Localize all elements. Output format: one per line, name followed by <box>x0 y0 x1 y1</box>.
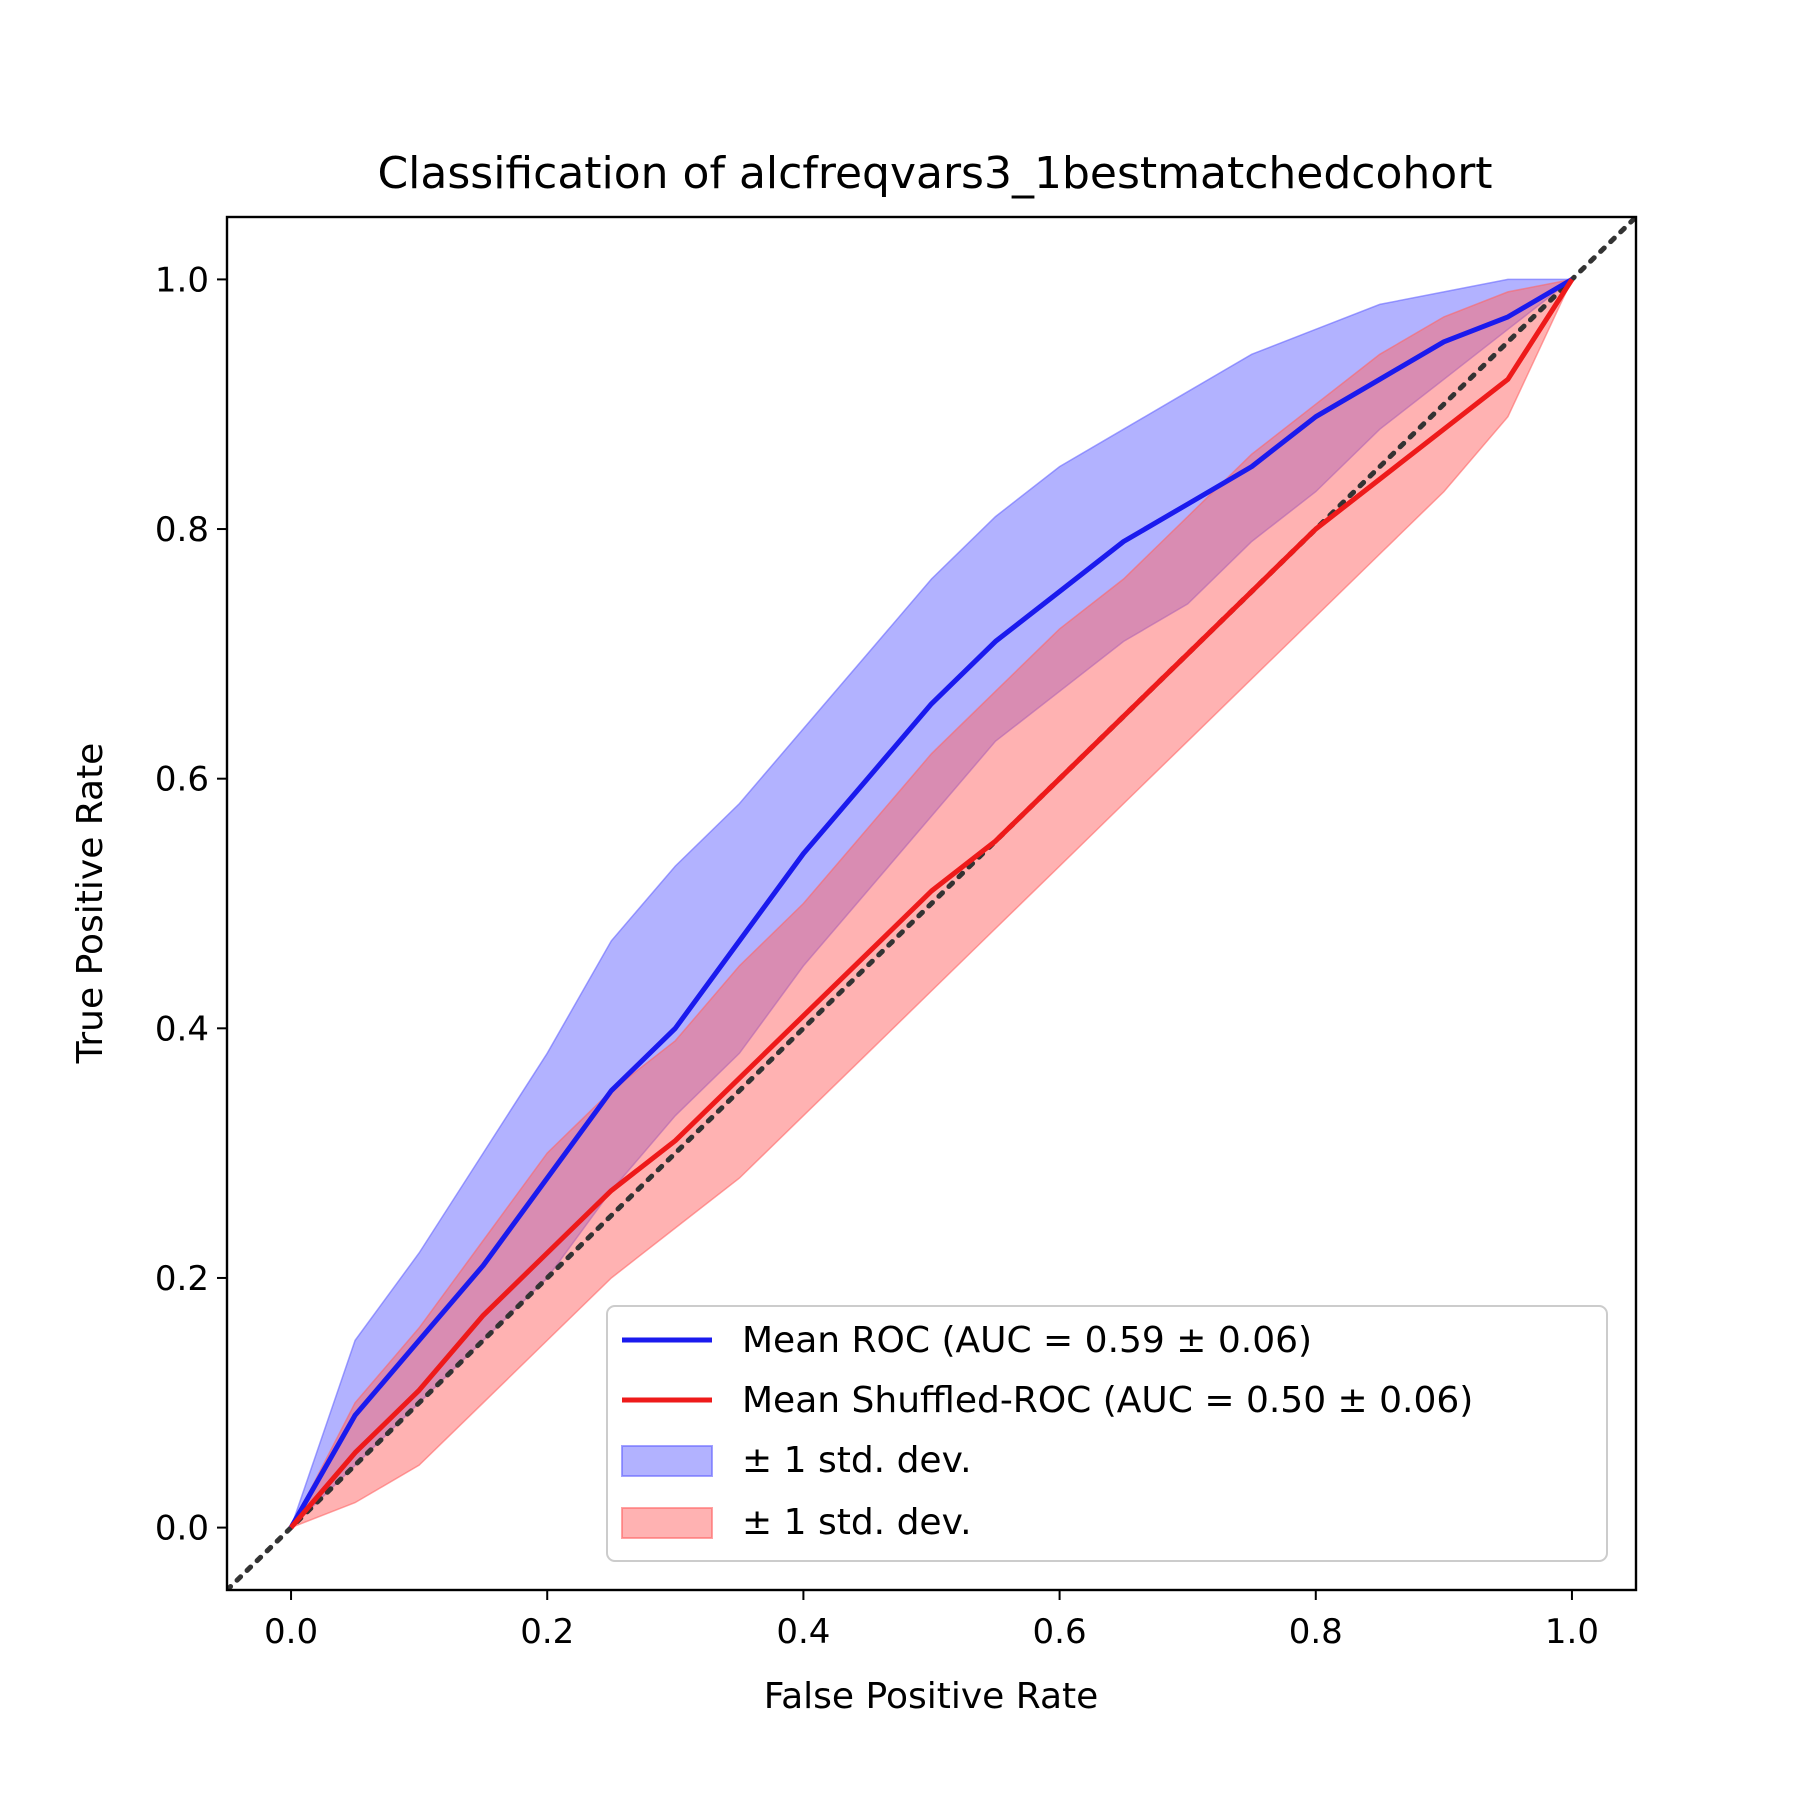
x-tick-label: 1.0 <box>1545 1612 1599 1652</box>
y-axis: 0.0 0.2 0.4 0.6 0.8 1.0 <box>155 260 227 1549</box>
mean-shuffled-roc-line <box>289 278 1575 1530</box>
plot-area <box>227 217 1636 1590</box>
y-tick-label: 0.8 <box>155 510 209 550</box>
legend-swatch-std-band-blue <box>621 1445 713 1477</box>
y-tick-label: 1.0 <box>155 260 209 300</box>
chart-title: Classification of alcfreqvars3_1bestmatc… <box>377 148 1492 199</box>
y-tick-label: 0.4 <box>155 1009 209 1049</box>
legend-label-std-band-red: ± 1 std. dev. <box>742 1502 972 1543</box>
chance-diagonal-line <box>227 217 1636 1590</box>
legend-box <box>606 1305 1608 1562</box>
x-tick-label: 0.8 <box>1289 1612 1343 1652</box>
x-tick-label: 0.6 <box>1033 1612 1087 1652</box>
mean-roc-line <box>288 277 1574 1529</box>
x-tick-label: 0.4 <box>776 1612 830 1652</box>
legend-swatch-std-band-red <box>621 1507 713 1539</box>
y-tick-label: 0.0 <box>155 1509 209 1549</box>
legend: Mean ROC (AUC = 0.59 ± 0.06) Mean Shuffl… <box>606 1305 1608 1562</box>
y-tick-label: 0.6 <box>155 760 209 800</box>
y-tick-label: 0.2 <box>155 1259 209 1299</box>
legend-label-mean-roc: Mean ROC (AUC = 0.59 ± 0.06) <box>742 1320 1312 1361</box>
legend-label-mean-shuffled-roc: Mean Shuffled-ROC (AUC = 0.50 ± 0.06) <box>742 1380 1473 1421</box>
plot-frame <box>225 215 1638 1592</box>
x-axis: 0.0 0.2 0.4 0.6 0.8 1.0 <box>264 1590 1599 1652</box>
legend-label-std-band-blue: ± 1 std. dev. <box>742 1440 972 1481</box>
x-tick-label: 0.2 <box>520 1612 574 1652</box>
y-axis-label: True Positive Rate <box>70 743 111 1065</box>
x-axis-label: False Positive Rate <box>764 1676 1099 1717</box>
x-tick-label: 0.0 <box>264 1612 318 1652</box>
